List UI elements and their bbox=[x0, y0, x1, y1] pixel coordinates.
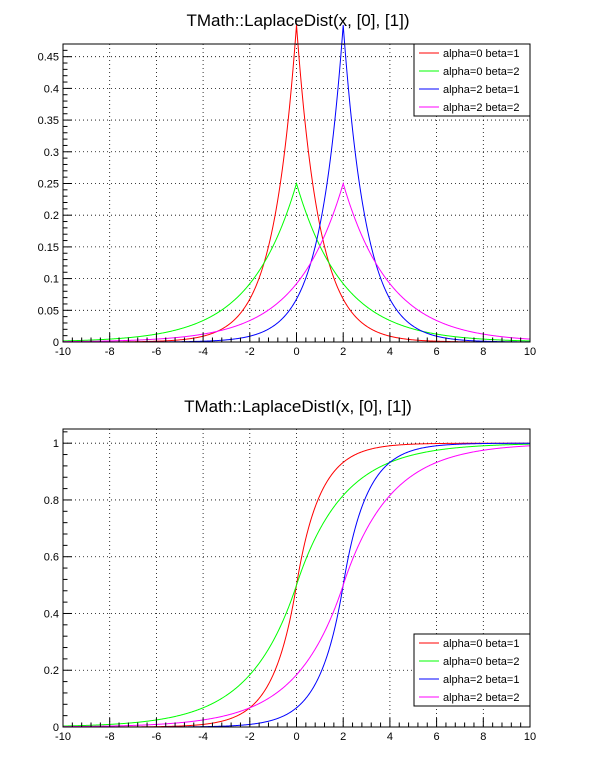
x-tick-label: 4 bbox=[387, 731, 393, 743]
y-tick-label: 0.8 bbox=[44, 495, 59, 507]
x-tick-label: 2 bbox=[340, 346, 346, 358]
series-line-2 bbox=[62, 181, 531, 342]
cdf-chart-panel: TMath::LaplaceDistI(x, [0], [1]) -10 -8 -6… bbox=[44, 397, 536, 743]
x-tick-label: 10 bbox=[524, 731, 536, 743]
y-tick-label: 0.05 bbox=[38, 305, 59, 317]
y-tick-label: 0.1 bbox=[44, 274, 59, 286]
legend-label: alpha=2 beta=1 bbox=[443, 84, 519, 96]
x-tick-label: 6 bbox=[434, 346, 440, 358]
y-tick-label: 0.15 bbox=[38, 242, 59, 254]
legend-box bbox=[413, 633, 531, 707]
series-line-4 bbox=[62, 445, 531, 728]
x-tick-label: 6 bbox=[434, 731, 440, 743]
y-tick-label: 0.4 bbox=[44, 83, 59, 95]
y-tick-label: 0.45 bbox=[38, 52, 59, 64]
x-tick-label: 8 bbox=[480, 346, 486, 358]
cdf-legend: alpha=0 beta=1 alpha=0 beta=2 alpha=2 beta… bbox=[413, 633, 531, 707]
x-tick-label: 4 bbox=[387, 346, 393, 358]
series-line-4 bbox=[62, 181, 531, 343]
x-tick-label: -8 bbox=[105, 731, 115, 743]
pdf-chart-panel: TMath::LaplaceDist(x, [0], [1]) -10 -8 -6-… bbox=[38, 11, 537, 358]
y-tick-label: 0 bbox=[53, 337, 59, 349]
cdf-y-axis: 0 0.2 0.4 0.6 0.8 1 bbox=[44, 431, 72, 734]
legend-label: alpha=2 beta=2 bbox=[443, 692, 519, 704]
y-tick-label: 0 bbox=[53, 722, 59, 734]
legend-label: alpha=2 beta=2 bbox=[443, 102, 519, 114]
y-tick-label: 0.2 bbox=[44, 210, 59, 222]
y-tick-label: 0.2 bbox=[44, 665, 59, 677]
x-tick-label: 2 bbox=[340, 731, 346, 743]
x-tick-label: 8 bbox=[480, 731, 486, 743]
legend-label: alpha=0 beta=1 bbox=[443, 48, 519, 60]
pdf-legend: alpha=0 beta=1 alpha=0 beta=2 alpha=2 beta… bbox=[413, 43, 531, 117]
legend-label: alpha=0 beta=2 bbox=[443, 66, 519, 78]
pdf-x-axis: -10 -8 -6 -4 -2 0 2 4 6 8 10 bbox=[55, 333, 536, 358]
x-tick-label: -4 bbox=[198, 346, 208, 358]
y-tick-label: 0.35 bbox=[38, 115, 59, 127]
x-tick-label: -10 bbox=[55, 346, 71, 358]
x-tick-label: -8 bbox=[105, 346, 115, 358]
legend-label: alpha=0 beta=1 bbox=[443, 638, 519, 650]
y-tick-label: 0.25 bbox=[38, 178, 59, 190]
pdf-chart-title: TMath::LaplaceDist(x, [0], [1]) bbox=[187, 11, 410, 30]
x-tick-label: -2 bbox=[245, 731, 255, 743]
x-tick-label: 0 bbox=[293, 731, 299, 743]
x-tick-label: 0 bbox=[293, 346, 299, 358]
y-tick-label: 0.3 bbox=[44, 147, 59, 159]
series-line-2 bbox=[62, 443, 531, 727]
x-tick-label: 10 bbox=[524, 346, 536, 358]
pdf-grid bbox=[63, 44, 530, 342]
legend-box bbox=[413, 43, 531, 117]
legend-label: alpha=2 beta=1 bbox=[443, 674, 519, 686]
cdf-chart-title: TMath::LaplaceDistI(x, [0], [1]) bbox=[184, 397, 412, 416]
cdf-x-axis: -10 -8 -6 -4 -2 0 2 4 6 8 10 bbox=[55, 718, 536, 743]
y-tick-label: 1 bbox=[53, 438, 59, 450]
x-tick-label: -6 bbox=[152, 731, 162, 743]
x-tick-label: -4 bbox=[198, 731, 208, 743]
y-tick-label: 0.6 bbox=[44, 552, 59, 564]
legend-label: alpha=0 beta=2 bbox=[443, 656, 519, 668]
pdf-y-axis: 0 0.05 0.1 0.15 0.2 0.25 0.3 0.35 0.4 0.45 bbox=[38, 49, 72, 349]
x-tick-label: -6 bbox=[152, 346, 162, 358]
x-tick-label: -2 bbox=[245, 346, 255, 358]
y-tick-label: 0.4 bbox=[44, 608, 59, 620]
x-tick-label: -10 bbox=[55, 731, 71, 743]
